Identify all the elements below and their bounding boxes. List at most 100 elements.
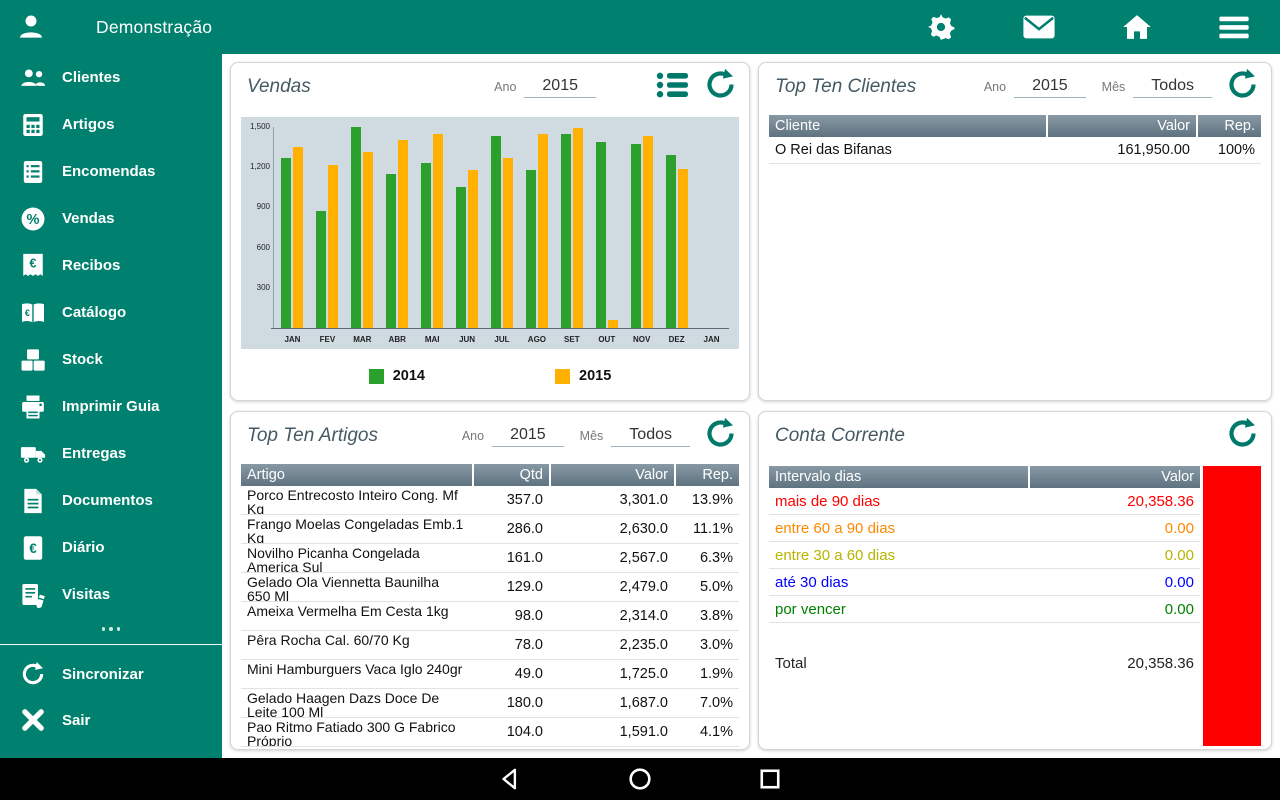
y-tick: 900 (256, 202, 270, 212)
table-cell: 3.0% (699, 637, 733, 653)
card-header: Top Ten Clientes Ano 2015 Mês Todos (759, 63, 1271, 111)
sidebar-item-visitas[interactable]: Visitas (0, 571, 222, 618)
table-cell: 104.0 (506, 724, 543, 740)
x-tick: NOV (633, 335, 651, 344)
conta-corrente-body: Intervalo dias Valor mais de 90 dias 20,358… (769, 466, 1261, 746)
table-row[interactable]: Pêra Rocha Cal. 60/70 Kg 78.0 2,235.0 3.0% (241, 631, 739, 660)
table-cell: 161,950.00 (1117, 141, 1190, 158)
legend-item: 2015 (555, 368, 611, 384)
y-tick: 600 (256, 242, 270, 252)
table-row[interactable]: Gelado Haagen Dazs Doce De Leite 100 Ml 1… (241, 689, 739, 718)
artigos-table: Artigo Qtd Valor Rep. Porco Entrecosto Intei… (241, 464, 739, 747)
sidebar-item-imprimir-guia[interactable]: Imprimir Guia (0, 383, 222, 430)
bar-group (589, 127, 624, 328)
ano-select[interactable]: 2015 (1014, 77, 1086, 98)
sidebar-item-sincronizar[interactable]: Sincronizar (0, 651, 222, 697)
mes-select[interactable]: Todos (1133, 77, 1212, 98)
documents-icon (20, 488, 46, 514)
bar-2015 (537, 133, 548, 328)
sidebar-item-clientes[interactable]: Clientes (0, 54, 222, 101)
ano-select[interactable]: 2015 (524, 77, 596, 98)
table-cell: 49.0 (514, 666, 543, 682)
refresh-icon[interactable] (1226, 68, 1259, 106)
bar-group (519, 127, 554, 328)
aging-value: 0.00 (1164, 519, 1194, 537)
aging-row[interactable]: entre 30 a 60 dias 0.00 (769, 542, 1200, 569)
table-cell: 1,687.0 (619, 695, 668, 711)
ano-label: Ano (461, 429, 485, 443)
sidebar-item-recibos[interactable]: € Recibos (0, 242, 222, 289)
aging-value: 0.00 (1164, 546, 1194, 564)
top-clientes-card: Top Ten Clientes Ano 2015 Mês Todos Clie… (758, 62, 1272, 401)
table-row[interactable]: Frango Moelas Congeladas Emb.1 Kg 286.0 2,… (241, 515, 739, 544)
table-cell: 4.1% (699, 724, 733, 740)
refresh-icon[interactable] (1226, 417, 1259, 455)
bar-2014 (421, 163, 432, 328)
bar-2014 (595, 141, 606, 328)
visits-icon (20, 582, 46, 608)
menu-icon[interactable] (1218, 14, 1250, 41)
sidebar: Clientes Artigos Encomendas% Vendas € Recibos… (0, 54, 222, 758)
list-view-icon[interactable] (656, 71, 690, 104)
table-cell: Pao Ritmo Fatiado 300 G Fabrico Próprio (247, 718, 456, 746)
bar-group (554, 127, 589, 328)
aging-row[interactable]: entre 60 a 90 dias 0.00 (769, 515, 1200, 542)
receipts-icon: € (20, 253, 46, 279)
card-title: Top Ten Artigos (247, 425, 378, 446)
bar-2015 (572, 128, 583, 328)
mail-icon[interactable] (1022, 14, 1056, 40)
sidebar-item-label: Documentos (62, 492, 153, 509)
user-icon[interactable] (16, 12, 46, 42)
home-circle-icon[interactable] (627, 766, 653, 792)
settings-icon[interactable] (926, 12, 956, 42)
sidebar-item-diario[interactable]: € Diário (0, 524, 222, 571)
sidebar-item-catalogo[interactable]: € Catálogo (0, 289, 222, 336)
top-app-bar: Demonstração (0, 0, 1280, 54)
y-axis (273, 127, 274, 329)
sidebar-item-encomendas[interactable]: Encomendas (0, 148, 222, 195)
aging-bar (1203, 466, 1261, 746)
sidebar-item-vendas[interactable]: % Vendas (0, 195, 222, 242)
table-cell: Pêra Rocha Cal. 60/70 Kg (247, 631, 410, 648)
aging-row[interactable]: por vencer 0.00 (769, 596, 1200, 623)
refresh-icon[interactable] (704, 68, 737, 106)
svg-text:€: € (30, 256, 37, 270)
ano-select[interactable]: 2015 (492, 426, 564, 447)
sidebar-item-label: Stock (62, 351, 103, 368)
table-row[interactable]: Pao Ritmo Fatiado 300 G Fabrico Próprio 1… (241, 718, 739, 747)
aging-row[interactable]: mais de 90 dias 20,358.36 (769, 488, 1200, 515)
bar-group (694, 127, 729, 328)
sales-icon: % (20, 206, 46, 232)
bar-2015 (433, 133, 444, 328)
table-row[interactable]: O Rei das Bifanas 161,950.00 100% (769, 137, 1261, 164)
x-tick: MAI (424, 335, 440, 344)
bar-2015 (502, 157, 513, 328)
total-value: 20,358.36 (1127, 655, 1194, 672)
sidebar-item-documentos[interactable]: Documentos (0, 477, 222, 524)
table-row[interactable]: Novilho Picanha Congelada America Sul 161… (241, 544, 739, 573)
table-row[interactable]: Porco Entrecosto Inteiro Cong. Mf Kg 357.… (241, 486, 739, 515)
bar-group (380, 127, 415, 328)
sidebar-item-stock[interactable]: Stock (0, 336, 222, 383)
aging-label: mais de 90 dias (775, 492, 881, 510)
table-row[interactable]: Gelado Ola Viennetta Baunilha 650 Ml 129.… (241, 573, 739, 602)
table-cell: 2,567.0 (619, 550, 668, 566)
table-row[interactable]: Ameixa Vermelha Em Cesta 1kg 98.0 2,314.0 3… (241, 602, 739, 631)
table-header: Artigo Qtd Valor Rep. (241, 464, 739, 486)
x-tick: SET (564, 335, 580, 344)
sidebar-item-sair[interactable]: Sair (0, 697, 222, 743)
mes-select[interactable]: Todos (611, 426, 690, 447)
sidebar-item-entregas[interactable]: Entregas (0, 430, 222, 477)
back-icon[interactable] (497, 766, 523, 792)
table-row[interactable]: Mini Hamburguers Vaca Iglo 240gr 49.0 1,72… (241, 660, 739, 689)
legend-label: 2015 (579, 368, 612, 384)
sidebar-item-artigos[interactable]: Artigos (0, 101, 222, 148)
x-tick: OUT (598, 335, 616, 344)
refresh-icon[interactable] (704, 417, 737, 455)
bar-2015 (293, 147, 304, 328)
recents-icon[interactable] (757, 766, 783, 792)
home-icon[interactable] (1122, 13, 1152, 41)
aging-row[interactable]: até 30 dias 0.00 (769, 569, 1200, 596)
sidebar-item-label: Imprimir Guia (62, 398, 160, 415)
ano-label: Ano (983, 80, 1007, 94)
